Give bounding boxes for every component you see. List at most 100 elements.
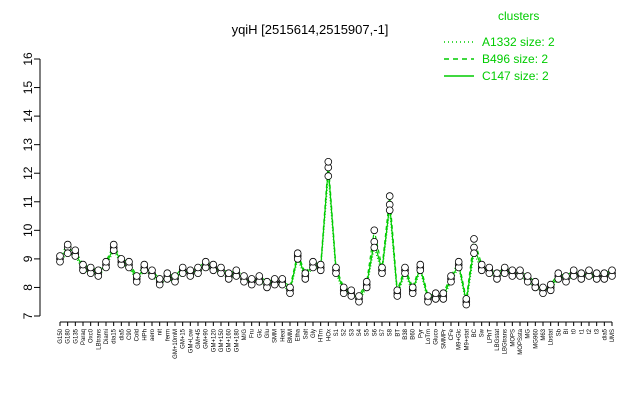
- data-point: [500, 263, 509, 272]
- x-tick-label: Gly: [311, 329, 317, 338]
- data-point: [339, 283, 348, 292]
- x-tick-label: t2: [587, 328, 593, 334]
- data-point: [79, 260, 87, 269]
- x-tick-label: Oxc0: [89, 328, 95, 343]
- data-point: [539, 283, 547, 292]
- data-point: [569, 266, 578, 275]
- data-point: [209, 260, 218, 269]
- data-point: [255, 272, 264, 280]
- x-tick-label: Gluco: [434, 328, 440, 344]
- legend-entries: A1332 size: 2 B496 size: 2 C147 size: 2: [444, 35, 555, 83]
- data-point: [424, 292, 432, 300]
- x-tick-label: SMMPr: [441, 329, 447, 349]
- x-tick-label: S2: [342, 328, 348, 336]
- x-tick-label: Glc: [257, 329, 263, 338]
- x-tick-label: t1: [579, 328, 585, 334]
- data-point: [462, 295, 471, 303]
- data-point: [370, 243, 379, 252]
- x-tick-label: B38: [403, 328, 409, 339]
- data-point: [608, 266, 616, 275]
- x-tick-label: nit: [158, 329, 164, 336]
- data-point: [370, 226, 379, 235]
- data-point: [232, 266, 241, 275]
- y-tick-label: 16: [21, 52, 35, 66]
- data-point: [240, 272, 248, 280]
- x-tick-label: GM+45: [196, 328, 202, 349]
- x-tick-label: Glu: [265, 329, 271, 338]
- x-tick-label: MG: [526, 329, 532, 339]
- x-tick-label: S3: [349, 328, 355, 336]
- data-point: [416, 260, 425, 269]
- x-tick-label: Fru: [250, 329, 256, 338]
- points-layer: [56, 158, 616, 309]
- x-tick-label: Etha: [296, 328, 302, 341]
- x-tick-label: MOPS: [510, 329, 516, 347]
- y-tick-label: 9: [21, 255, 35, 262]
- x-tick-label: BT: [395, 329, 401, 337]
- data-point: [94, 266, 103, 275]
- x-axis: G150 G180 G135 Paraq Oxc0 LBtrans Diami dia15 di…: [58, 321, 616, 359]
- x-tick-label: GM+120: [211, 328, 217, 352]
- data-point: [385, 192, 394, 200]
- data-point: [508, 266, 517, 275]
- data-point: [493, 269, 501, 278]
- x-tick-label: M9+stat: [464, 329, 470, 351]
- data-point: [362, 277, 371, 286]
- data-point: [401, 263, 409, 272]
- data-point: [485, 263, 494, 272]
- data-point: [347, 286, 356, 295]
- x-tick-label: Paraq: [81, 329, 87, 345]
- data-point: [224, 269, 233, 278]
- data-point: [447, 272, 455, 280]
- data-point: [332, 263, 340, 272]
- data-point: [186, 266, 195, 275]
- x-tick-label: LPhT: [487, 329, 493, 344]
- data-point: [378, 263, 386, 272]
- data-point: [155, 275, 164, 283]
- data-point: [324, 172, 333, 180]
- x-tick-label: Salt: [303, 329, 309, 340]
- y-tick-label: 12: [21, 166, 35, 180]
- x-tick-label: G135: [73, 328, 79, 343]
- x-tick-label: GM+160: [227, 328, 233, 352]
- x-tick-label: C90: [127, 328, 133, 340]
- y-axis: 7 8 9 10 11 12 13 14 15 16: [21, 52, 41, 319]
- data-point: [201, 257, 210, 266]
- data-point: [293, 249, 302, 258]
- x-tick-label: Sb: [556, 328, 562, 336]
- x-tick-label: LoTm: [426, 329, 432, 344]
- data-point: [86, 263, 95, 272]
- x-tick-label: S1: [334, 328, 340, 336]
- data-point: [355, 292, 363, 300]
- data-point: [408, 283, 417, 292]
- data-point: [585, 266, 593, 275]
- x-tick-label: dia15: [112, 328, 118, 343]
- data-point: [217, 263, 225, 272]
- data-point: [531, 277, 540, 286]
- data-point: [247, 275, 256, 283]
- data-point: [546, 280, 555, 289]
- legend-title: clusters: [498, 9, 539, 23]
- data-point: [63, 240, 72, 249]
- x-tick-label: M63: [541, 328, 547, 340]
- y-tick-label: 7: [21, 312, 35, 319]
- x-tick-label: GM+90: [204, 328, 210, 349]
- data-point: [278, 275, 287, 283]
- x-tick-label: t0: [572, 328, 578, 334]
- x-tick-label: aero: [150, 328, 156, 341]
- x-tick-label: S7: [380, 328, 386, 336]
- x-tick-label: UMS: [610, 329, 616, 342]
- x-tick-label: LBGstat: [495, 329, 501, 351]
- x-tick-label: GM+Low: [188, 328, 194, 353]
- legend-label: C147 size: 2: [482, 69, 549, 83]
- data-point: [71, 246, 80, 255]
- data-point: [385, 206, 394, 215]
- x-tick-label: CFe: [449, 328, 455, 340]
- x-tick-label: GM+150: [219, 328, 225, 352]
- data-point: [431, 289, 440, 298]
- x-tick-label: GM+15: [181, 328, 187, 349]
- x-tick-label: Bl: [564, 329, 570, 334]
- y-tick-label: 10: [21, 223, 35, 237]
- x-tick-label: S4: [357, 328, 363, 336]
- x-tick-label: Cold: [135, 329, 141, 341]
